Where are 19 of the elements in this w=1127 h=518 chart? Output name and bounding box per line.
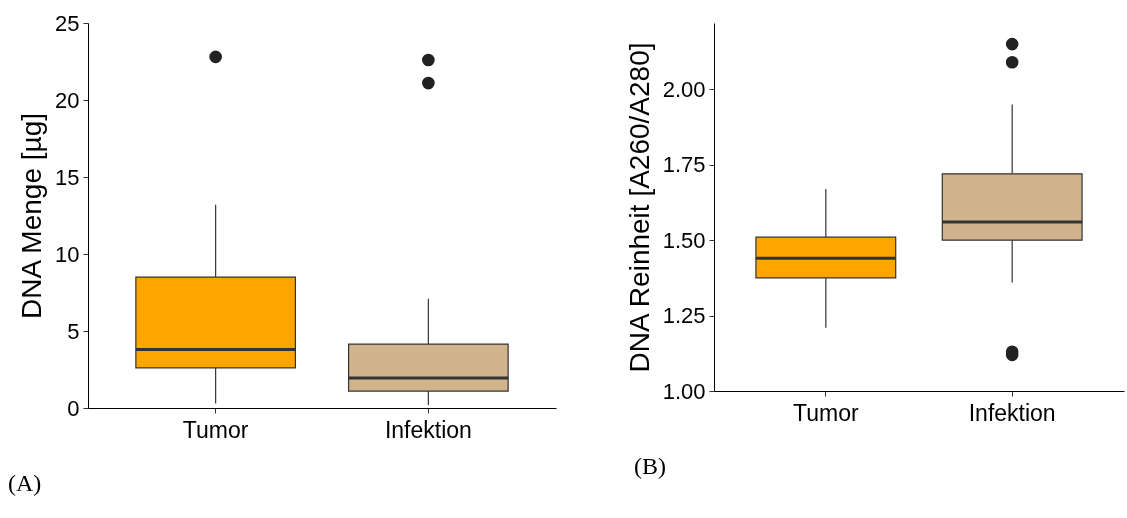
x-tick-label: Infektion (968, 399, 1056, 426)
y-tick-label: 5 (67, 318, 80, 344)
text: (A) (8, 470, 42, 496)
y-tick-label: 25 (55, 10, 80, 36)
y-tick-label: 1.25 (662, 303, 706, 329)
y-tick-label: 1.75 (662, 152, 706, 178)
y-tick-label: 15 (55, 164, 80, 190)
y-axis-title: DNA Menge [µg] (16, 112, 48, 320)
y-tick-label: 2.00 (662, 76, 706, 102)
y-tick-label: 10 (55, 241, 80, 267)
y-tick-label: 0 (67, 395, 80, 421)
y-tick-label: 1.50 (662, 227, 706, 253)
x-tick-label: Infektion (384, 416, 472, 443)
x-tick-label: Tumor (793, 399, 859, 426)
x-tick-label: Tumor (182, 416, 249, 443)
y-tick-label: 20 (55, 87, 80, 113)
y-tick-label: 1.00 (662, 378, 706, 404)
text: (B) (634, 453, 666, 479)
y-axis-title: DNA Reinheit [A260/A280] (623, 42, 655, 373)
